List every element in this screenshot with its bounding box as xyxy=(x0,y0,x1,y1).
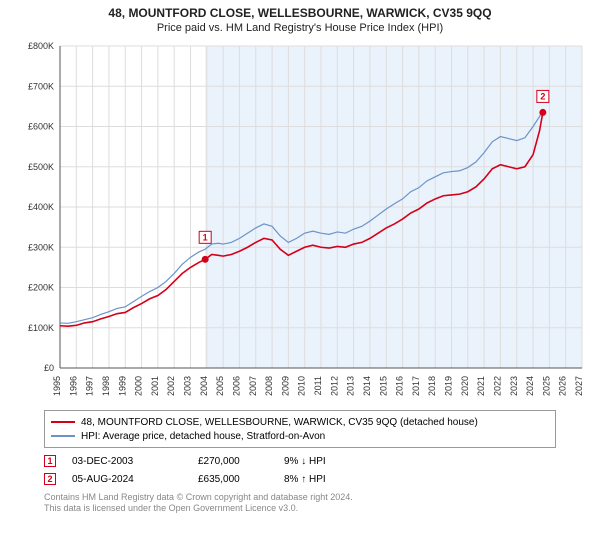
legend-label: HPI: Average price, detached house, Stra… xyxy=(81,431,325,442)
legend-row: 48, MOUNTFORD CLOSE, WELLESBOURNE, WARWI… xyxy=(51,415,549,429)
svg-text:2010: 2010 xyxy=(297,376,307,396)
svg-text:2001: 2001 xyxy=(150,376,160,396)
svg-text:1996: 1996 xyxy=(68,376,78,396)
svg-text:2004: 2004 xyxy=(199,376,209,396)
event-row: 2 05-AUG-2024 £635,000 8% ↑ HPI xyxy=(44,470,556,488)
svg-text:2016: 2016 xyxy=(395,376,405,396)
svg-text:£200K: £200K xyxy=(28,283,54,293)
svg-text:2017: 2017 xyxy=(411,376,421,396)
svg-text:£300K: £300K xyxy=(28,242,54,252)
event-price: £635,000 xyxy=(198,474,268,485)
svg-text:2003: 2003 xyxy=(183,376,193,396)
svg-text:2018: 2018 xyxy=(427,376,437,396)
svg-text:2000: 2000 xyxy=(134,376,144,396)
svg-text:2011: 2011 xyxy=(313,376,323,395)
event-price: £270,000 xyxy=(198,456,268,467)
legend-box: 48, MOUNTFORD CLOSE, WELLESBOURNE, WARWI… xyxy=(44,410,556,448)
svg-text:2026: 2026 xyxy=(558,376,568,396)
svg-text:2005: 2005 xyxy=(215,376,225,396)
svg-text:2019: 2019 xyxy=(444,376,454,396)
svg-text:2009: 2009 xyxy=(280,376,290,396)
svg-text:2015: 2015 xyxy=(378,376,388,396)
svg-text:2020: 2020 xyxy=(460,376,470,396)
legend-swatch xyxy=(51,435,75,437)
svg-text:2007: 2007 xyxy=(248,376,258,396)
event-date: 05-AUG-2024 xyxy=(72,474,182,485)
svg-text:2008: 2008 xyxy=(264,376,274,396)
legend-label: 48, MOUNTFORD CLOSE, WELLESBOURNE, WARWI… xyxy=(81,417,478,428)
svg-text:2027: 2027 xyxy=(574,376,584,396)
svg-text:£800K: £800K xyxy=(28,41,54,51)
svg-text:£600K: £600K xyxy=(28,122,54,132)
svg-text:1998: 1998 xyxy=(101,376,111,396)
svg-text:1999: 1999 xyxy=(117,376,127,396)
line-chart-svg: £0 £100K £200K £300K £400K £500K £600K £700K £80… xyxy=(8,38,592,406)
svg-text:2002: 2002 xyxy=(166,376,176,396)
event-marker: 2 xyxy=(44,473,56,485)
svg-text:2: 2 xyxy=(540,91,545,101)
svg-text:£100K: £100K xyxy=(28,323,54,333)
chart-title: 48, MOUNTFORD CLOSE, WELLESBOURNE, WARWI… xyxy=(8,6,592,20)
event-hpi: 8% ↑ HPI xyxy=(284,474,364,485)
svg-text:2006: 2006 xyxy=(231,376,241,396)
svg-text:£0: £0 xyxy=(44,363,54,373)
svg-text:2012: 2012 xyxy=(329,376,339,396)
footer-line: This data is licensed under the Open Gov… xyxy=(44,503,556,514)
svg-text:1997: 1997 xyxy=(85,376,95,396)
svg-text:2013: 2013 xyxy=(346,376,356,396)
svg-text:£700K: £700K xyxy=(28,81,54,91)
chart-plot-area: £0 £100K £200K £300K £400K £500K £600K £700K £80… xyxy=(8,38,592,406)
svg-text:2021: 2021 xyxy=(476,376,486,396)
legend-swatch xyxy=(51,421,75,423)
chart-container: 48, MOUNTFORD CLOSE, WELLESBOURNE, WARWI… xyxy=(0,0,600,519)
chart-subtitle: Price paid vs. HM Land Registry's House … xyxy=(8,22,592,34)
event-row: 1 03-DEC-2003 £270,000 9% ↓ HPI xyxy=(44,452,556,470)
event-hpi: 9% ↓ HPI xyxy=(284,456,364,467)
event-table: 1 03-DEC-2003 £270,000 9% ↓ HPI 2 05-AUG-2024… xyxy=(44,452,556,488)
svg-text:2022: 2022 xyxy=(492,376,502,396)
svg-text:2025: 2025 xyxy=(541,376,551,396)
svg-text:2023: 2023 xyxy=(509,376,519,396)
svg-text:2014: 2014 xyxy=(362,376,372,396)
svg-text:£500K: £500K xyxy=(28,162,54,172)
svg-text:1: 1 xyxy=(203,232,208,242)
legend-row: HPI: Average price, detached house, Stra… xyxy=(51,429,549,443)
event-marker: 1 xyxy=(44,455,56,467)
svg-text:£400K: £400K xyxy=(28,202,54,212)
svg-text:1995: 1995 xyxy=(52,376,62,396)
svg-text:2024: 2024 xyxy=(525,376,535,396)
event-date: 03-DEC-2003 xyxy=(72,456,182,467)
footer-line: Contains HM Land Registry data © Crown c… xyxy=(44,492,556,503)
attribution-footer: Contains HM Land Registry data © Crown c… xyxy=(44,492,556,515)
